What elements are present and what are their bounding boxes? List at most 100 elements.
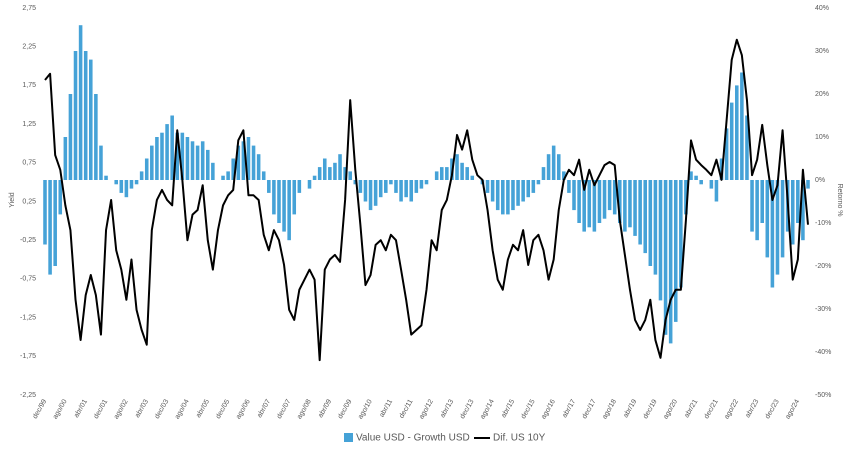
bar bbox=[765, 180, 770, 258]
bar bbox=[129, 180, 134, 189]
y-axis-title: Yield bbox=[9, 192, 16, 207]
bar bbox=[648, 180, 653, 266]
x-tick-label: ago/00 bbox=[52, 398, 69, 420]
y2-tick-label: 0% bbox=[815, 177, 825, 184]
x-tick-label: dec/03 bbox=[154, 398, 171, 420]
bar bbox=[246, 137, 251, 180]
bar bbox=[144, 158, 149, 180]
bar bbox=[709, 180, 714, 189]
bar bbox=[551, 145, 556, 180]
bar bbox=[658, 180, 663, 301]
bar bbox=[394, 180, 398, 193]
bar bbox=[272, 180, 276, 215]
bar bbox=[455, 154, 459, 180]
bar bbox=[582, 180, 586, 232]
bar bbox=[516, 180, 520, 206]
x-tick-label: ago/24 bbox=[784, 398, 801, 420]
bar bbox=[801, 180, 805, 241]
bar bbox=[378, 180, 383, 198]
bar bbox=[160, 132, 164, 180]
bar bbox=[770, 180, 775, 288]
x-tick-label: abr/01 bbox=[73, 398, 89, 419]
bar bbox=[53, 180, 57, 266]
bar bbox=[653, 180, 658, 275]
x-tick-label: abr/07 bbox=[256, 398, 272, 419]
bar bbox=[587, 180, 592, 228]
x-tick-label: dec/05 bbox=[215, 398, 232, 420]
bar bbox=[43, 180, 47, 245]
x-tick-label: ago/06 bbox=[235, 398, 252, 420]
bar bbox=[729, 102, 734, 180]
bar bbox=[114, 180, 118, 185]
x-tick-label: ago/12 bbox=[418, 398, 435, 420]
bar bbox=[434, 171, 439, 180]
x-tick-label: dec/15 bbox=[520, 398, 537, 420]
bar bbox=[445, 167, 449, 180]
bar bbox=[63, 137, 68, 180]
bar bbox=[287, 180, 291, 241]
bar bbox=[521, 180, 525, 202]
bar bbox=[536, 180, 541, 185]
bar bbox=[485, 180, 490, 193]
bar bbox=[78, 25, 83, 181]
x-tick-label: abr/13 bbox=[439, 398, 455, 419]
x-tick-label: ago/18 bbox=[601, 398, 618, 420]
bar bbox=[546, 154, 551, 180]
y-tick-label: -0,75 bbox=[20, 276, 36, 283]
y2-tick-label: 20% bbox=[815, 91, 829, 98]
bar bbox=[633, 180, 637, 236]
bar bbox=[419, 180, 424, 189]
bar bbox=[256, 154, 261, 180]
bar bbox=[460, 162, 464, 180]
bar bbox=[292, 180, 297, 215]
bar bbox=[190, 141, 195, 180]
x-tick-label: ago/10 bbox=[357, 398, 374, 420]
bar bbox=[124, 180, 129, 198]
bar bbox=[368, 180, 373, 211]
bar bbox=[297, 180, 302, 193]
x-tick-label: ago/14 bbox=[479, 398, 496, 420]
legend-label: Value USD - Growth USD bbox=[356, 433, 470, 444]
x-tick-label: dec/17 bbox=[581, 398, 598, 420]
bar bbox=[465, 167, 469, 180]
y2-tick-label: -50% bbox=[815, 392, 831, 399]
bar bbox=[99, 145, 103, 180]
bar bbox=[150, 145, 154, 180]
bar bbox=[58, 180, 63, 215]
x-tick-label: abr/09 bbox=[317, 398, 333, 419]
bar bbox=[501, 180, 505, 215]
y2-axis-title: Retorno % bbox=[836, 183, 843, 216]
bar bbox=[251, 145, 256, 180]
bar bbox=[689, 171, 693, 180]
y2-tick-label: -20% bbox=[815, 263, 831, 270]
x-tick-label: abr/03 bbox=[134, 398, 150, 419]
y-tick-label: -1,75 bbox=[20, 353, 36, 360]
y-tick-label: -0,25 bbox=[20, 237, 36, 244]
bar bbox=[307, 180, 312, 189]
x-tick-label: dec/23 bbox=[764, 398, 781, 420]
x-tick-label: abr/19 bbox=[622, 398, 638, 419]
bar bbox=[155, 137, 159, 180]
bar bbox=[760, 180, 765, 223]
bar bbox=[526, 180, 531, 198]
bar bbox=[358, 180, 363, 193]
bar bbox=[735, 85, 739, 180]
legend: Value USD - Growth USD Dif. US 10Y bbox=[344, 433, 546, 444]
bar bbox=[409, 180, 414, 202]
x-tick-label: dec/19 bbox=[642, 398, 659, 420]
y-tick-label: 2,25 bbox=[22, 44, 36, 51]
bar bbox=[612, 180, 617, 215]
bar bbox=[267, 180, 271, 193]
y-tick-label: 1,25 bbox=[22, 121, 36, 128]
x-tick-label: abr/21 bbox=[683, 398, 699, 419]
y-tick-label: 1,75 bbox=[22, 82, 36, 89]
x-tick-label: ago/16 bbox=[540, 398, 557, 420]
bar bbox=[94, 94, 98, 180]
x-tick-label: abr/05 bbox=[195, 398, 211, 419]
bar bbox=[556, 154, 561, 180]
bar bbox=[694, 175, 698, 180]
bar bbox=[577, 180, 581, 223]
x-tick-label: dec/09 bbox=[337, 398, 354, 420]
bar bbox=[373, 180, 378, 206]
bar bbox=[638, 180, 642, 245]
